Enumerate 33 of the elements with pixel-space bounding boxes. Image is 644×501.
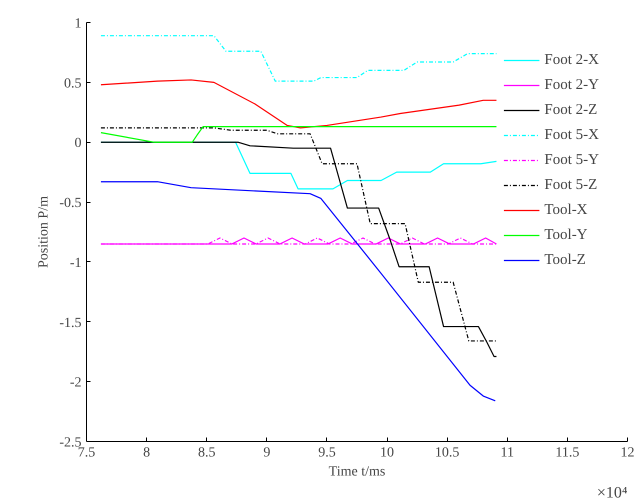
legend-label: Tool-Y (544, 226, 588, 244)
legend-label: Foot 2-X (544, 52, 599, 68)
x-axis-title: Time t/ms (328, 464, 386, 480)
x-tick-label: 8 (143, 446, 150, 460)
y-tick-label: -2 (70, 376, 82, 391)
legend-label: Foot 2-Z (544, 102, 598, 118)
y-tick-label: 1 (74, 16, 82, 32)
legend-label: Foot 5-Y (544, 152, 599, 168)
x-tick-label: 11.5 (555, 446, 580, 460)
y-tick-label: -0.5 (59, 196, 82, 212)
text: ×10⁴ (596, 484, 628, 501)
legend-label: Tool-Z (544, 252, 586, 268)
legend-label: Foot 5-X (544, 126, 599, 144)
y-tick-label: -1.5 (59, 316, 82, 331)
x-tick-label: 10.5 (434, 446, 460, 460)
x-tick-label: 12 (620, 446, 634, 460)
legend-label: Tool-X (544, 202, 588, 218)
x-tick-label: 7.5 (78, 446, 96, 460)
x-tick-label: 10 (380, 446, 394, 460)
legend-label: Foot 2-Y (544, 76, 599, 94)
legend-label: Foot 5-Z (544, 176, 598, 194)
x-tick-label: 9 (263, 446, 270, 460)
y-tick-label: 0 (74, 136, 82, 152)
line-series (100, 35, 498, 82)
x-tick-label: 8.5 (198, 446, 216, 460)
y-axis-title: Position P/m (36, 196, 52, 268)
line-series (100, 126, 498, 143)
x-tick-label: 11 (500, 446, 514, 460)
line-series (100, 181, 496, 402)
y-tick-label: 0.5 (64, 76, 82, 92)
y-tick-label: -1 (70, 256, 82, 271)
line-series (100, 79, 498, 128)
x-tick-label: 9.5 (318, 446, 336, 460)
